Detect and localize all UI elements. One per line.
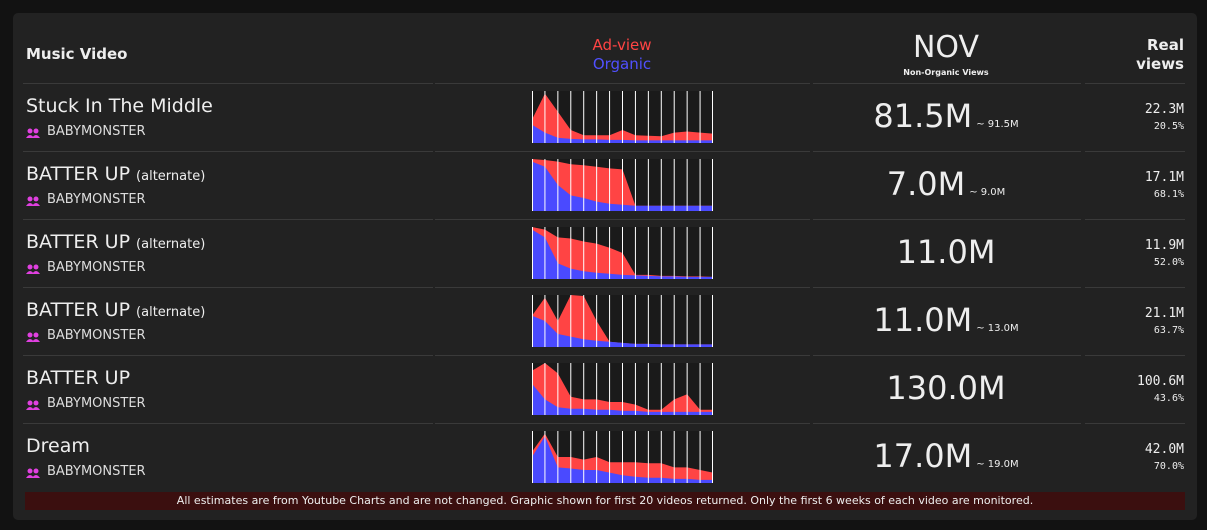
nov-value: 17.0M — [873, 437, 973, 475]
nov-cell: 11.0M — [813, 233, 1079, 271]
separator — [813, 287, 1081, 288]
sparkline — [532, 91, 713, 143]
real-views: 21.1M — [1144, 306, 1184, 321]
separator — [435, 287, 810, 288]
organic-area — [532, 124, 713, 143]
separator — [1085, 287, 1185, 288]
nov-range: ~ 91.5M — [976, 119, 1019, 130]
nov-cell: 81.5M ~ 91.5M — [813, 97, 1079, 135]
organic-area — [532, 229, 713, 279]
artist-icon — [26, 264, 40, 274]
sparkline — [532, 227, 713, 279]
adview-area — [532, 363, 713, 415]
separator — [1085, 355, 1185, 356]
organic-area — [532, 161, 713, 211]
nov-cell: 130.0M — [813, 369, 1079, 407]
sparkline — [532, 159, 713, 211]
separator — [23, 423, 433, 424]
artist-icon — [26, 128, 40, 138]
separator — [435, 151, 810, 152]
separator — [435, 219, 810, 220]
video-title: BATTER UP (alternate) — [26, 163, 206, 185]
sparkline — [532, 431, 713, 483]
video-title: BATTER UP (alternate) — [26, 231, 206, 253]
real-views: 11.9M — [1144, 238, 1184, 253]
separator — [1085, 219, 1185, 220]
separator — [813, 219, 1081, 220]
nov-value: 81.5M — [873, 97, 973, 135]
video-title: BATTER UP — [26, 367, 131, 389]
separator — [813, 83, 1081, 84]
video-title: Dream — [26, 435, 90, 457]
separator — [23, 287, 433, 288]
separator — [435, 83, 810, 84]
artist: BABYMONSTER — [47, 192, 146, 207]
nov-value: 11.0M — [896, 233, 996, 271]
separator — [23, 219, 433, 220]
artist: BABYMONSTER — [47, 124, 146, 139]
artist: BABYMONSTER — [47, 260, 146, 275]
video-title: BATTER UP (alternate) — [26, 299, 206, 321]
separator — [435, 355, 810, 356]
separator — [813, 355, 1081, 356]
panel: Music Video Ad-view Organic NOV Non-Orga… — [13, 13, 1197, 520]
real-percent: 68.1% — [1153, 189, 1184, 200]
legend-adview: Ad-view — [592, 36, 652, 54]
separator — [1085, 151, 1185, 152]
organic-area — [532, 383, 713, 415]
organic-area — [532, 436, 713, 483]
real-views-header: Real views — [1136, 36, 1184, 73]
nov-range: ~ 9.0M — [969, 187, 1006, 198]
real-views: 17.1M — [1144, 170, 1184, 185]
nov-cell: 17.0M ~ 19.0M — [813, 437, 1079, 475]
real-percent: 20.5% — [1153, 121, 1184, 132]
organic-area — [532, 315, 713, 347]
separator — [1085, 423, 1185, 424]
separator — [435, 423, 810, 424]
real-views: 100.6M — [1137, 374, 1184, 389]
real-views: 42.0M — [1144, 442, 1184, 457]
nov-value: 7.0M — [886, 165, 966, 203]
nov-value: 11.0M — [873, 301, 973, 339]
adview-area — [532, 295, 713, 347]
artist: BABYMONSTER — [47, 396, 146, 411]
artist-icon — [26, 332, 40, 342]
separator — [813, 423, 1081, 424]
separator — [1085, 83, 1185, 84]
real-percent: 63.7% — [1153, 325, 1184, 336]
nov-subtitle: Non-Organic Views — [903, 68, 989, 77]
separator — [23, 355, 433, 356]
separator — [23, 83, 433, 84]
separator — [813, 151, 1081, 152]
separator — [23, 151, 433, 152]
artist: BABYMONSTER — [47, 464, 146, 479]
video-title: Stuck In The Middle — [26, 95, 213, 117]
nov-cell: 7.0M ~ 9.0M — [813, 165, 1079, 203]
real-percent: 52.0% — [1153, 257, 1184, 268]
real-percent: 70.0% — [1153, 461, 1184, 472]
real-percent: 43.6% — [1153, 393, 1184, 404]
nov-cell: 11.0M ~ 13.0M — [813, 301, 1079, 339]
artist-icon — [26, 196, 40, 206]
artist-icon — [26, 400, 40, 410]
video-suffix: (alternate) — [136, 305, 206, 320]
sparkline — [532, 363, 713, 415]
sparkline — [532, 295, 713, 347]
legend-organic: Organic — [592, 55, 652, 73]
video-suffix: (alternate) — [136, 169, 206, 184]
real-views: 22.3M — [1144, 102, 1184, 117]
footer-note: All estimates are from Youtube Charts an… — [25, 492, 1185, 510]
column-title: Music Video — [26, 45, 128, 63]
video-suffix: (alternate) — [136, 237, 206, 252]
nov-range: ~ 13.0M — [976, 323, 1019, 334]
nov-title: NOV — [912, 30, 980, 65]
nov-range: ~ 19.0M — [976, 459, 1019, 470]
artist: BABYMONSTER — [47, 328, 146, 343]
artist-icon — [26, 468, 40, 478]
nov-value: 130.0M — [886, 369, 1006, 407]
